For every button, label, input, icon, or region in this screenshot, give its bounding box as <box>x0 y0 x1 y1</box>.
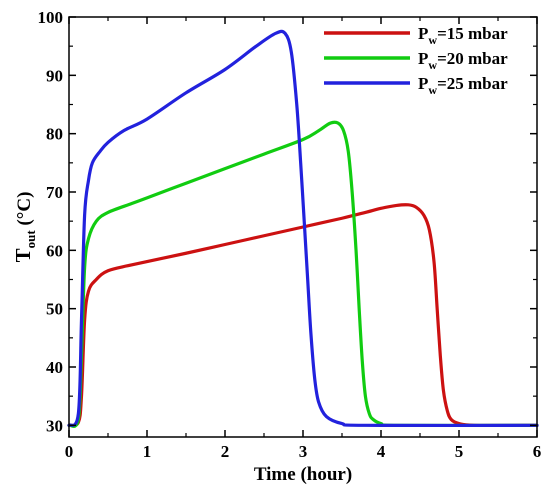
y-tick-label: 50 <box>46 300 63 319</box>
y-tick-label: 70 <box>46 183 63 202</box>
y-tick-label: 80 <box>46 125 63 144</box>
series-line-1 <box>67 203 539 428</box>
y-tick-label: 100 <box>38 8 64 27</box>
x-axis-label: Time (hour) <box>254 464 352 485</box>
legend-label-main: P <box>418 24 428 43</box>
legend-label-main: P <box>418 49 428 68</box>
x-tick-label: 5 <box>455 442 464 461</box>
x-tick-label: 3 <box>299 442 308 461</box>
legend-label-rest: =15 mbar <box>437 24 508 43</box>
y-tick-label: 90 <box>46 66 63 85</box>
legend-label-1: Pw=15 mbar <box>418 24 508 47</box>
series-line-3 <box>67 29 539 428</box>
y-axis-label-sub: out <box>23 230 38 249</box>
x-tick-label: 6 <box>533 442 542 461</box>
y-axis-label-main: T <box>11 248 35 262</box>
y-tick-label: 40 <box>46 358 63 377</box>
legend-label-3: Pw=25 mbar <box>418 74 508 97</box>
x-tick-label: 4 <box>377 442 386 461</box>
legend-label-2: Pw=20 mbar <box>418 49 508 72</box>
x-tick-label: 2 <box>221 442 230 461</box>
legend-label-rest: =20 mbar <box>437 49 508 68</box>
legend-label-rest: =25 mbar <box>437 74 508 93</box>
legend-label-main: P <box>418 74 428 93</box>
series-layer <box>67 29 539 429</box>
tick-labels-layer: 0 1 2 3 4 5 6 30 40 50 60 70 80 90 100 <box>38 8 542 461</box>
x-tick-label: 1 <box>143 442 152 461</box>
ticks-layer <box>68 16 538 437</box>
y-tick-label: 30 <box>46 416 63 435</box>
y-axis-label: Tout (°C) <box>11 192 38 263</box>
y-tick-label: 60 <box>46 241 63 260</box>
legend-label-sub: w <box>428 33 437 47</box>
y-axis-label-unit: (°C) <box>14 192 35 231</box>
x-tick-label: 0 <box>65 442 74 461</box>
series-line-2 <box>67 120 539 429</box>
legend-label-sub: w <box>428 83 437 97</box>
legend-label-sub: w <box>428 58 437 72</box>
